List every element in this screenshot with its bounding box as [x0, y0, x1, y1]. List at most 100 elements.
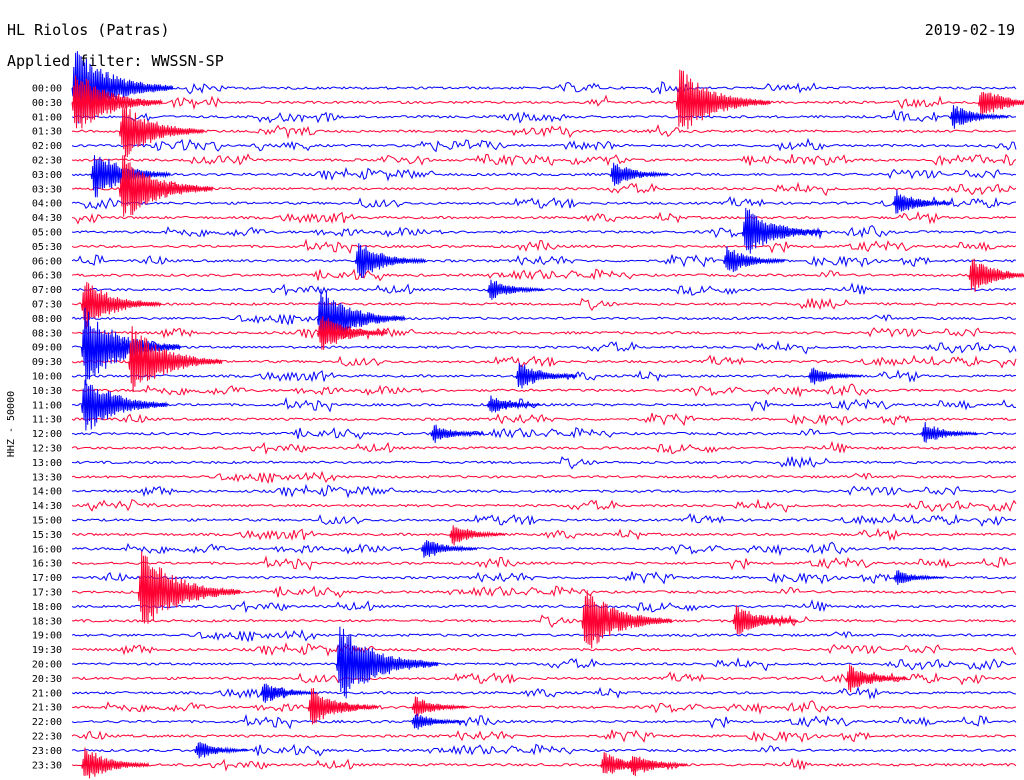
seismic-event	[845, 664, 908, 693]
seismic-event	[420, 540, 478, 558]
row-label: 10:30	[32, 386, 62, 397]
trace-line	[71, 571, 1017, 585]
trace-line	[71, 700, 1017, 715]
seismic-event	[722, 246, 786, 273]
row-label: 16:00	[32, 544, 62, 555]
row-label: 17:30	[32, 588, 62, 599]
row-label: 01:30	[32, 127, 62, 138]
seismic-event	[515, 362, 578, 389]
row-label: 09:30	[32, 357, 62, 368]
row-label: 03:00	[32, 170, 62, 181]
seismic-event	[137, 551, 241, 624]
seismic-event	[628, 756, 688, 777]
trace-line	[71, 312, 1017, 326]
seismic-event	[118, 155, 214, 217]
trace-line	[71, 137, 1017, 153]
row-label: 15:00	[32, 516, 62, 527]
row-label: 18:30	[32, 616, 62, 627]
trace-line	[71, 512, 1017, 528]
seismic-event	[128, 326, 223, 393]
seismic-event	[741, 207, 822, 254]
trace-line	[71, 396, 1017, 413]
row-label: 08:30	[32, 328, 62, 339]
trace-line	[71, 224, 1017, 240]
row-label: 21:30	[32, 703, 62, 714]
trace-line	[71, 614, 1017, 628]
seismic-event	[892, 189, 953, 214]
seismic-event	[968, 258, 1024, 292]
row-label: 12:30	[32, 444, 62, 455]
row-label: 05:30	[32, 242, 62, 253]
row-label: 21:00	[32, 688, 62, 699]
seismic-event	[316, 288, 406, 343]
chart-title: HL Riolos (Patras)	[7, 21, 170, 39]
row-label: 01:00	[32, 112, 62, 123]
seismic-event	[80, 281, 162, 329]
trace-line	[71, 642, 1017, 657]
row-label: 22:00	[32, 717, 62, 728]
trace-line	[71, 282, 1017, 297]
seismic-event	[411, 696, 468, 717]
seismic-event	[316, 316, 389, 350]
trace-line	[71, 456, 1017, 470]
row-label: 13:00	[32, 458, 62, 469]
row-label: 04:00	[32, 199, 62, 210]
row-label: 13:30	[32, 472, 62, 483]
row-label: 18:00	[32, 602, 62, 613]
trace-line	[71, 81, 1017, 95]
row-label: 19:30	[32, 645, 62, 656]
row-label: 11:00	[32, 400, 62, 411]
row-label: 17:00	[32, 573, 62, 584]
trace-line	[72, 656, 1017, 672]
row-label: 22:30	[32, 732, 62, 743]
event-group	[71, 51, 1024, 779]
row-label: 00:00	[32, 84, 62, 95]
seismic-event	[486, 279, 544, 300]
trace-group	[71, 81, 1017, 772]
row-label: 14:30	[32, 501, 62, 512]
row-label-group: 00:00 00:30 01:00 01:30 02:00 02:30 03:00 03:30…	[32, 84, 62, 772]
trace-line	[71, 686, 1017, 700]
trace-line	[71, 383, 1017, 398]
trace-line	[71, 268, 1017, 282]
trace-line	[71, 426, 1017, 440]
row-label: 19:00	[32, 631, 62, 642]
seismic-event	[892, 570, 945, 585]
row-label: 00:30	[32, 98, 62, 109]
trace-line	[71, 181, 1017, 197]
seismic-event	[335, 626, 439, 699]
row-label: 07:30	[32, 300, 62, 311]
trace-line	[71, 153, 1017, 167]
row-label: 02:00	[32, 141, 62, 152]
seismic-event	[581, 590, 673, 649]
chart-subtitle: Applied filter: WWSSN-SP	[7, 52, 224, 70]
seismic-event	[260, 683, 318, 703]
row-label: 05:00	[32, 228, 62, 239]
trace-line	[71, 729, 1017, 743]
seismic-event	[449, 525, 506, 546]
row-label: 14:00	[32, 487, 62, 498]
row-label: 23:30	[32, 760, 62, 771]
trace-line	[71, 483, 1017, 499]
row-label: 07:00	[32, 285, 62, 296]
trace-line	[71, 555, 1017, 571]
trace-line	[71, 254, 1017, 268]
trace-line	[71, 238, 1017, 255]
trace-line	[71, 757, 1017, 772]
seismic-event	[675, 69, 771, 130]
seismic-event	[609, 162, 670, 186]
seismic-event	[80, 379, 169, 431]
trace-line	[71, 541, 1017, 557]
trace-line	[71, 108, 1017, 124]
trace-line	[71, 713, 1017, 730]
trace-line	[71, 527, 1017, 542]
trace-line	[71, 440, 1017, 455]
trace-line	[71, 196, 1016, 210]
row-label: 08:00	[32, 314, 62, 325]
trace-line	[71, 498, 1017, 513]
trace-line	[71, 354, 1017, 369]
chart-date: 2019-02-19	[925, 21, 1015, 39]
seismic-event	[732, 605, 799, 635]
row-label: 03:30	[32, 184, 62, 195]
